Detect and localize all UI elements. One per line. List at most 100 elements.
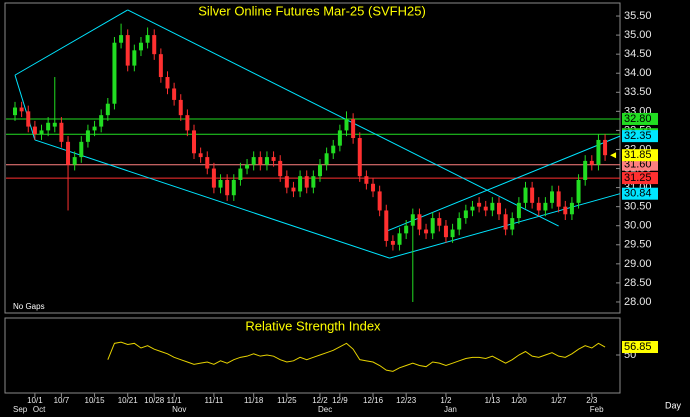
x-tick-label: 11/25 — [277, 396, 297, 405]
gap-note: No Gaps — [13, 302, 45, 311]
y-tick-label: 30.50 — [624, 201, 652, 213]
candle-body — [105, 103, 110, 116]
candle-body — [66, 141, 71, 165]
candle-body — [556, 191, 561, 207]
candle-body — [351, 118, 356, 139]
candle-body — [417, 214, 422, 230]
candle-body — [145, 35, 150, 43]
price-panel — [4, 2, 621, 314]
candle-body — [437, 218, 442, 226]
candle-body — [576, 179, 581, 203]
candle-body — [344, 118, 349, 131]
candle-body — [291, 187, 296, 192]
level-label: 31.60 — [624, 159, 652, 171]
y-tick-label: 35.00 — [624, 29, 652, 41]
channel-line — [34, 139, 390, 259]
candle-body — [443, 225, 448, 238]
candle-body — [424, 229, 429, 234]
last-price-label: 31.85 — [624, 149, 652, 161]
candle-body — [185, 115, 190, 131]
channel-line — [14, 9, 128, 76]
last-price-box — [622, 149, 658, 162]
candle-body — [603, 139, 608, 156]
candle-body — [364, 176, 369, 184]
month-label: Oct — [33, 405, 46, 414]
candle-body — [510, 218, 515, 230]
level-label: 30.84 — [624, 188, 652, 200]
x-tick-label: 2/3 — [586, 396, 598, 405]
candle-body — [99, 115, 104, 127]
month-label: Feb — [590, 405, 604, 414]
candle-body — [79, 141, 84, 158]
candle-body — [397, 233, 402, 245]
y-tick-label: 29.00 — [624, 258, 652, 270]
last-price-arrow — [610, 152, 617, 159]
candle-body — [119, 35, 124, 43]
candle-body — [192, 130, 197, 154]
level-label: 32.35 — [624, 130, 652, 142]
candle-body — [563, 206, 568, 215]
y-tick-label: 28.00 — [624, 296, 652, 308]
rsi-title: Relative Strength Index — [245, 318, 381, 333]
candle-body — [32, 126, 37, 135]
candle-body — [483, 206, 488, 211]
rsi-line — [107, 341, 606, 372]
candle-body — [52, 122, 57, 127]
candle-body — [298, 176, 303, 192]
level-box — [622, 172, 658, 185]
candle-body — [238, 168, 243, 180]
candle-body — [46, 122, 51, 131]
x-tick-label: 1/2 — [440, 396, 452, 405]
candle-body — [384, 210, 389, 241]
x-tick-label: 10/15 — [85, 396, 106, 405]
month-label: Nov — [172, 405, 186, 414]
candle-body — [251, 157, 256, 165]
candle-body — [138, 42, 143, 51]
x-tick-label: 1/13 — [485, 396, 501, 405]
x-tick-label: 10/1 — [27, 396, 43, 405]
candle-body — [496, 202, 501, 215]
x-tick-label: 12/9 — [332, 396, 348, 405]
candle-body — [317, 164, 322, 177]
candle-body — [26, 111, 31, 127]
x-tick-label: 11/18 — [244, 396, 264, 405]
x-tick-label: 12/23 — [396, 396, 417, 405]
x-tick-label: 1/27 — [551, 396, 567, 405]
candle-body — [125, 35, 130, 66]
candle-body — [85, 130, 90, 142]
candle-body — [337, 130, 342, 146]
x-tick-label: 11/1 — [167, 396, 183, 405]
level-label: 31.25 — [624, 172, 652, 184]
candle-body — [278, 160, 283, 177]
candle-body — [39, 130, 44, 135]
period-label: Day — [665, 400, 682, 410]
candle-body — [589, 160, 594, 165]
candle-body — [371, 183, 376, 192]
y-tick-label: 29.50 — [624, 239, 652, 251]
candle-body — [463, 210, 468, 219]
candle-body — [158, 54, 163, 78]
candle-body — [583, 160, 588, 180]
candle-body — [357, 138, 362, 177]
candle-body — [258, 157, 263, 165]
candle-body — [543, 202, 548, 211]
y-tick-label: 28.50 — [624, 277, 652, 289]
candle-body — [264, 157, 269, 165]
candle-body — [550, 191, 555, 203]
candle-body — [377, 191, 382, 211]
candle-body — [410, 214, 415, 226]
level-box — [622, 112, 658, 125]
channel-line — [14, 74, 36, 141]
candle-body — [231, 179, 236, 196]
candle-body — [198, 153, 203, 158]
candle-body — [516, 202, 521, 219]
candle-body — [284, 176, 289, 188]
x-tick-label: 11/11 — [204, 396, 223, 405]
candle-body — [470, 206, 475, 211]
candle-body — [304, 176, 309, 188]
chart-title: Silver Online Futures Mar-25 (SVFH25) — [198, 3, 426, 18]
candle-body — [430, 218, 435, 234]
